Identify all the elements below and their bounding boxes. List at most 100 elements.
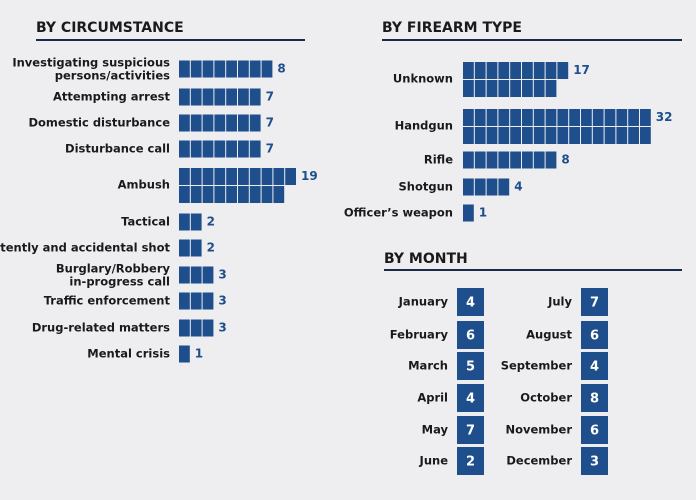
- unit-block: [486, 151, 498, 169]
- unit-block: [522, 127, 533, 144]
- unit-block: [557, 127, 569, 144]
- unit-block: [616, 127, 628, 144]
- value-label: 2: [207, 215, 215, 229]
- unit-block: [628, 109, 639, 126]
- month-label: December: [506, 454, 572, 468]
- unit-block: [510, 80, 521, 97]
- month-box: [581, 288, 608, 316]
- unit-block: [581, 109, 592, 126]
- unit-bar: [463, 178, 510, 196]
- unit-block: [214, 186, 226, 203]
- value-label: 1: [195, 347, 203, 361]
- category-label: Shotgun: [399, 180, 453, 194]
- unit-block: [533, 80, 545, 97]
- unit-block: [249, 140, 261, 158]
- unit-bar: [179, 292, 214, 310]
- unit-block: [202, 140, 214, 158]
- unit-block: [190, 266, 202, 284]
- unit-block: [522, 62, 533, 79]
- unit-block: [179, 186, 190, 203]
- unit-block: [616, 109, 628, 126]
- unit-block: [214, 140, 226, 158]
- category-label: Unknown: [393, 72, 453, 86]
- unit-block: [569, 109, 580, 126]
- unit-block: [510, 109, 521, 126]
- unit-block: [190, 292, 202, 310]
- value-label: 32: [656, 110, 673, 124]
- unit-block: [486, 178, 498, 196]
- value-label: 1: [479, 206, 487, 220]
- category-label: Drug-related matters: [32, 321, 170, 335]
- unit-block: [214, 60, 226, 78]
- unit-block: [486, 109, 498, 126]
- unit-block: [226, 88, 237, 106]
- unit-block: [474, 151, 486, 169]
- month-value: 4: [590, 360, 599, 375]
- month-label: June: [419, 454, 449, 468]
- unit-block: [545, 127, 557, 144]
- month-box: [581, 321, 608, 349]
- unit-block: [190, 186, 202, 203]
- unit-block: [190, 168, 202, 185]
- month-value: 5: [466, 360, 475, 375]
- unit-block: [190, 319, 202, 337]
- unit-block: [190, 213, 202, 231]
- unit-block: [640, 109, 651, 126]
- unit-block: [640, 127, 651, 144]
- category-label: Burglary/Robbery in-progress call: [56, 261, 171, 288]
- unit-block: [261, 168, 273, 185]
- unit-block: [463, 109, 474, 126]
- category-label: Rifle: [424, 153, 453, 167]
- unit-block: [179, 239, 190, 257]
- unit-block: [179, 168, 190, 185]
- month-box: [457, 384, 484, 412]
- unit-block: [238, 168, 249, 185]
- unit-block: [498, 178, 510, 196]
- unit-block: [226, 168, 237, 185]
- value-label: 8: [561, 153, 569, 167]
- category-label: Domestic disturbance: [28, 116, 170, 130]
- unit-block: [592, 127, 604, 144]
- unit-block: [498, 109, 510, 126]
- unit-block: [463, 62, 474, 79]
- unit-block: [498, 127, 510, 144]
- unit-block: [463, 127, 474, 144]
- unit-block: [179, 292, 190, 310]
- month-label: March: [408, 359, 448, 373]
- unit-block: [581, 127, 592, 144]
- category-label: Officer’s weapon: [344, 206, 453, 220]
- unit-bar: [463, 204, 474, 222]
- unit-block: [498, 80, 510, 97]
- unit-block: [604, 127, 616, 144]
- unit-block: [214, 168, 226, 185]
- unit-block: [486, 127, 498, 144]
- unit-block: [522, 151, 533, 169]
- month-box: [457, 352, 484, 380]
- month-box: [581, 447, 608, 475]
- unit-block: [202, 168, 214, 185]
- month-box: [457, 447, 484, 475]
- unit-block: [202, 60, 214, 78]
- unit-block: [628, 127, 639, 144]
- unit-block: [202, 266, 214, 284]
- unit-block: [179, 140, 190, 158]
- unit-block: [474, 109, 486, 126]
- unit-block: [238, 140, 249, 158]
- month-label: May: [422, 423, 449, 437]
- unit-block: [179, 114, 190, 132]
- category-label: Inadvertently and accidental shot: [0, 241, 171, 255]
- unit-bar: [179, 239, 202, 257]
- unit-block: [463, 204, 474, 222]
- month-box: [457, 416, 484, 444]
- unit-block: [179, 213, 190, 231]
- section-title: BY CIRCUMSTANCE: [36, 20, 184, 36]
- section-title: BY FIREARM TYPE: [382, 20, 522, 36]
- month-box: [581, 416, 608, 444]
- unit-block: [238, 60, 249, 78]
- unit-block: [569, 127, 580, 144]
- unit-block: [474, 127, 486, 144]
- unit-bar: [463, 109, 651, 144]
- unit-bar: [179, 140, 261, 158]
- unit-bar: [179, 319, 214, 337]
- month-value: 8: [590, 392, 599, 407]
